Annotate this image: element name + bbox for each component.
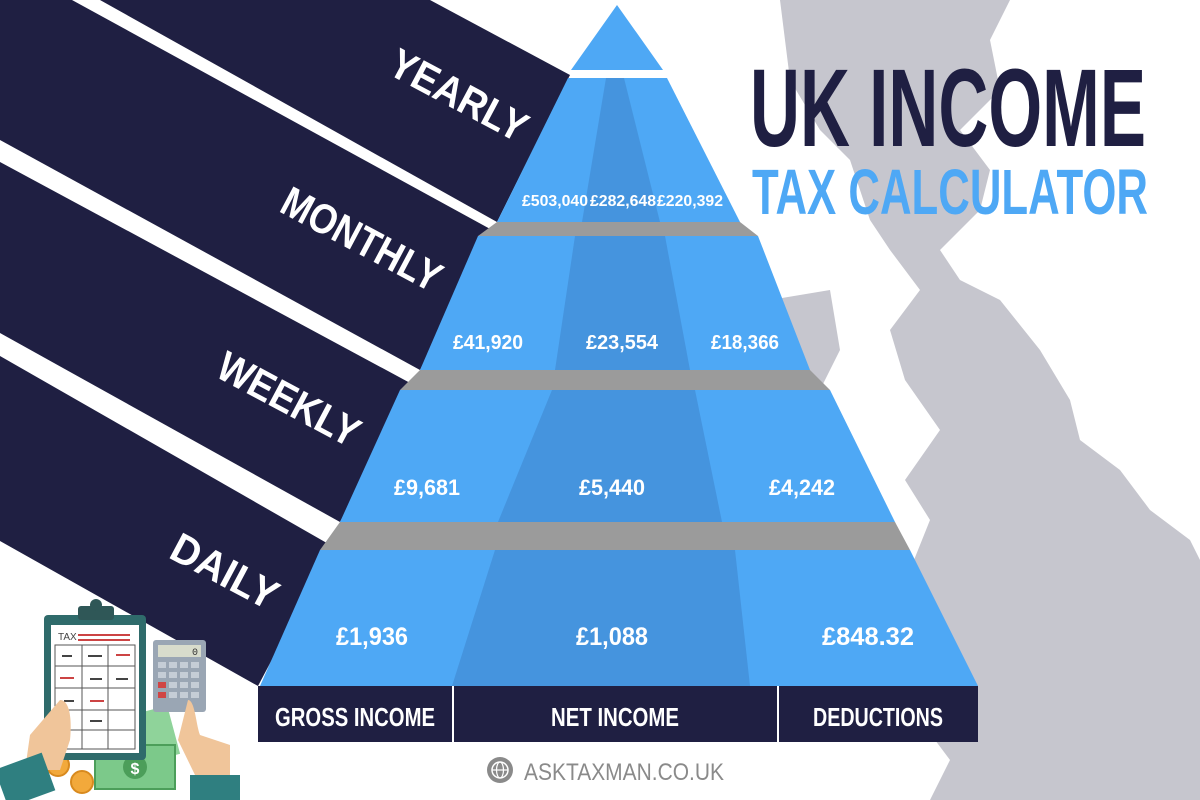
clipboard-label: TAX: [58, 632, 77, 643]
tax-illustration: $ TAX 0: [0, 599, 240, 800]
sleeve-right: [190, 775, 240, 800]
daily-deductions: £848.32: [822, 623, 914, 651]
sleeve-left: [0, 752, 56, 800]
yearly-net: £282,648: [590, 193, 656, 210]
column-deductions: DEDUCTIONS: [813, 702, 943, 732]
globe-icon: [487, 757, 513, 783]
pyramid: [260, 5, 978, 686]
weekly-deductions: £4,242: [769, 475, 835, 500]
slab: [320, 522, 910, 550]
calculator-display: 0: [192, 648, 198, 659]
column-net-income: NET INCOME: [551, 702, 679, 732]
daily-gross: £1,936: [336, 623, 408, 651]
title-line2: TAX CALCULATOR: [752, 156, 1148, 228]
pyramid-cap: [571, 5, 663, 70]
yearly-gross: £503,040: [522, 193, 588, 210]
weekly-gross: £9,681: [394, 475, 460, 500]
monthly-deductions: £18,366: [711, 332, 779, 354]
slab: [478, 222, 758, 236]
title-line1: UK INCOME: [750, 47, 1146, 170]
svg-text:$: $: [131, 761, 140, 778]
hand-icon: [25, 700, 230, 775]
band-yearly: [100, 0, 570, 222]
slab: [400, 370, 830, 390]
yearly-deductions: £220,392: [657, 193, 723, 210]
band-monthly: [0, 0, 492, 370]
calculator-icon: 0: [153, 640, 206, 712]
daily-net: £1,088: [576, 623, 648, 651]
band-daily: [0, 356, 332, 686]
website-url[interactable]: ASKTAXMAN.CO.UK: [524, 759, 724, 786]
band-weekly: [0, 162, 412, 522]
website-link[interactable]: ASKTAXMAN.CO.UK: [487, 757, 724, 786]
column-header-bar: GROSS INCOME NET INCOME DEDUCTIONS: [258, 686, 978, 742]
monthly-gross: £41,920: [453, 332, 523, 354]
weekly-net: £5,440: [579, 475, 645, 500]
column-gross-income: GROSS INCOME: [275, 702, 435, 732]
monthly-net: £23,554: [586, 332, 659, 354]
